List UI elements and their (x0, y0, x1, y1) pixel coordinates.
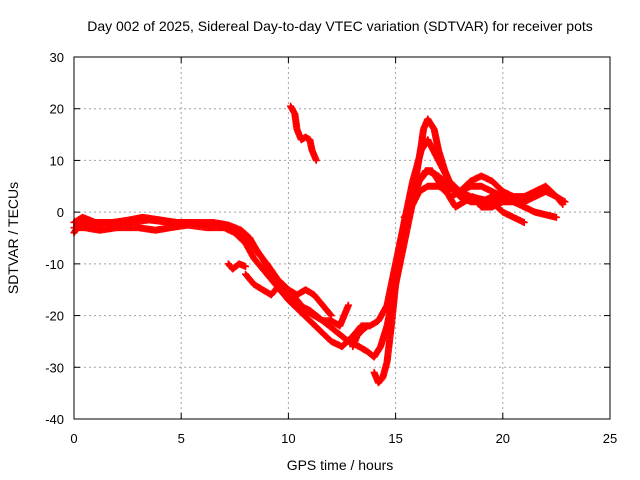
data-point (364, 322, 372, 330)
data-point (363, 323, 371, 331)
data-series-5 (242, 270, 352, 330)
data-series-9 (287, 102, 320, 164)
plot-frame (73, 56, 611, 420)
data-points (70, 102, 569, 387)
y-tick-label: 0 (57, 205, 64, 220)
data-series-4 (224, 260, 250, 273)
data-point (344, 301, 352, 309)
x-tick-label: 5 (178, 431, 185, 446)
data-series-8 (400, 115, 569, 226)
data-point (499, 198, 507, 206)
y-tick-label: -40 (45, 412, 64, 427)
x-tick-label: 0 (70, 431, 77, 446)
axis-ticks: 0 5 10 15 20 25 -40 -30 -20 -10 0 10 20 30 (45, 50, 617, 446)
data-series-6 (349, 322, 372, 351)
data-series-3 (70, 213, 335, 320)
grid-lines (74, 57, 610, 419)
y-tick-label: 30 (50, 50, 64, 65)
y-tick-label: -10 (45, 257, 64, 272)
data-series-11 (445, 193, 507, 211)
y-tick-label: -20 (45, 309, 64, 324)
data-point (242, 262, 250, 270)
data-series-1 (70, 136, 528, 351)
data-point (552, 213, 560, 221)
data-point (561, 198, 569, 206)
data-series-10 (400, 182, 453, 221)
data-point (326, 310, 334, 318)
y-tick-label: 10 (50, 153, 64, 168)
y-tick-label: 20 (50, 102, 64, 117)
y-tick-label: -30 (45, 360, 64, 375)
x-tick-label: 10 (281, 431, 295, 446)
x-axis-label: GPS time / hours (287, 457, 394, 473)
data-point (312, 156, 320, 164)
y-axis-label: SDTVAR / TECUs (5, 182, 21, 294)
x-tick-label: 20 (496, 431, 510, 446)
chart-title: Day 002 of 2025, Sidereal Day-to-day VTE… (87, 18, 593, 34)
data-point (520, 218, 528, 226)
x-tick-label: 15 (388, 431, 402, 446)
x-tick-label: 25 (603, 431, 617, 446)
